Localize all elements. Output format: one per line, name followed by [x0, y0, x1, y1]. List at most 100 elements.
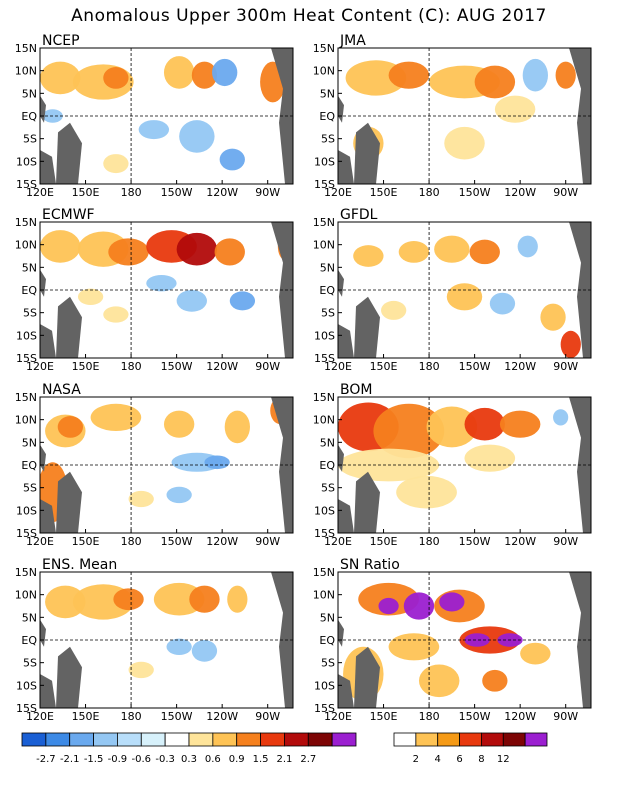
- contour-patch: [464, 407, 505, 441]
- contour-patch: [153, 582, 205, 616]
- australia-landmass: [338, 324, 354, 358]
- lon-tick-label: 180: [121, 710, 142, 723]
- colorbar-label: -0.6: [132, 754, 152, 765]
- colorbar-swatch: [236, 732, 261, 747]
- contour-patch: [103, 306, 129, 323]
- colorbar-label: 0.9: [229, 754, 245, 765]
- lat-tick-label: 5S: [321, 133, 335, 146]
- contour-patch: [163, 56, 195, 89]
- lat-tick-label: 15S: [16, 352, 37, 365]
- lat-tick-label: 10S: [314, 679, 335, 692]
- panel-title: BOM: [340, 382, 372, 398]
- contour-patch: [45, 585, 86, 619]
- contour-patch: [378, 597, 399, 615]
- lon-tick-label: 150E: [72, 535, 100, 548]
- contour-patch: [166, 486, 192, 504]
- lon-tick-label: 150W: [161, 535, 193, 548]
- lon-tick-label: 180: [121, 360, 142, 373]
- contour-patch: [489, 292, 516, 315]
- contour-patch: [555, 61, 576, 89]
- new-guinea-landmass: [354, 471, 380, 533]
- new-guinea-landmass: [354, 122, 380, 184]
- lon-tick-label: 120E: [26, 360, 54, 373]
- colorbar-label: 1.5: [253, 754, 269, 765]
- contour-patch: [224, 410, 250, 444]
- lat-tick-label: 10S: [16, 155, 37, 168]
- contour-patch: [381, 300, 407, 320]
- lon-tick-label: 120E: [324, 535, 352, 548]
- lon-tick-label: 90W: [255, 186, 280, 199]
- panel-title: ECMWF: [42, 207, 95, 223]
- lat-tick-label: 15S: [314, 178, 335, 191]
- colorbar-label: 2: [413, 754, 419, 765]
- colorbar-label: 8: [478, 754, 484, 765]
- contour-patch: [517, 235, 538, 258]
- lon-tick-label: 90W: [553, 535, 578, 548]
- colorbar-swatch: [212, 732, 238, 747]
- contour-patch: [439, 592, 465, 612]
- contour-patch: [373, 403, 445, 459]
- contour-patch: [138, 120, 170, 140]
- contour-patch: [176, 232, 218, 266]
- lat-tick-label: 5N: [320, 611, 335, 624]
- lon-tick-label: 120E: [26, 535, 54, 548]
- colorbar-label: -2.1: [60, 754, 80, 765]
- lon-tick-label: 150W: [459, 535, 491, 548]
- lon-tick-label: 90W: [255, 360, 280, 373]
- contour-patch: [103, 154, 129, 174]
- contour-patch: [103, 67, 129, 89]
- lat-tick-label: 5S: [23, 482, 37, 495]
- colorbar-swatch: [140, 732, 166, 747]
- lat-tick-label: EQ: [21, 110, 37, 123]
- colorbar-swatch: [437, 732, 460, 747]
- lat-tick-label: 5S: [321, 657, 335, 670]
- lon-tick-label: 120W: [206, 360, 238, 373]
- contour-patch: [388, 61, 430, 89]
- contour-patch: [560, 330, 581, 358]
- contour-patch: [219, 148, 245, 171]
- lat-tick-label: 10S: [16, 329, 37, 342]
- australia-landmass: [338, 150, 354, 184]
- contour-patch: [191, 61, 218, 89]
- lat-tick-label: 5S: [23, 657, 37, 670]
- colorbar-swatch: [393, 732, 417, 747]
- lon-tick-label: 90W: [255, 535, 280, 548]
- contour-patch: [166, 638, 192, 655]
- lon-tick-label: 120W: [504, 535, 536, 548]
- lon-tick-label: 120W: [206, 186, 238, 199]
- colorbar-swatch: [415, 732, 439, 747]
- new-guinea-landmass: [56, 296, 82, 358]
- lat-tick-label: 10N: [313, 239, 335, 252]
- contour-patch: [77, 288, 104, 305]
- lon-tick-label: 120W: [504, 186, 536, 199]
- lat-tick-label: 10S: [16, 679, 37, 692]
- lat-tick-label: 5S: [321, 307, 335, 320]
- contour-patch: [212, 58, 238, 87]
- contour-patch: [464, 633, 490, 647]
- lat-tick-label: 15S: [16, 527, 37, 540]
- colorbar-swatch: [307, 732, 333, 747]
- colorbar-label: 2.7: [300, 754, 316, 765]
- lon-tick-label: 120E: [324, 710, 352, 723]
- lon-tick-label: 120W: [504, 360, 536, 373]
- panel-title: NCEP: [42, 33, 80, 49]
- colorbar-label: 6: [456, 754, 462, 765]
- contour-patch: [229, 291, 256, 311]
- lat-tick-label: 10S: [314, 155, 335, 168]
- lon-tick-label: 180: [419, 535, 440, 548]
- lon-tick-label: 180: [419, 360, 440, 373]
- lon-tick-label: 180: [419, 710, 440, 723]
- lon-tick-label: 120E: [26, 710, 54, 723]
- contour-patch: [474, 65, 516, 99]
- lon-tick-label: 150W: [161, 360, 193, 373]
- australia-landmass: [40, 499, 56, 533]
- lat-tick-label: 15S: [314, 352, 335, 365]
- colorbar-swatch: [260, 732, 285, 747]
- contour-patch: [522, 58, 548, 92]
